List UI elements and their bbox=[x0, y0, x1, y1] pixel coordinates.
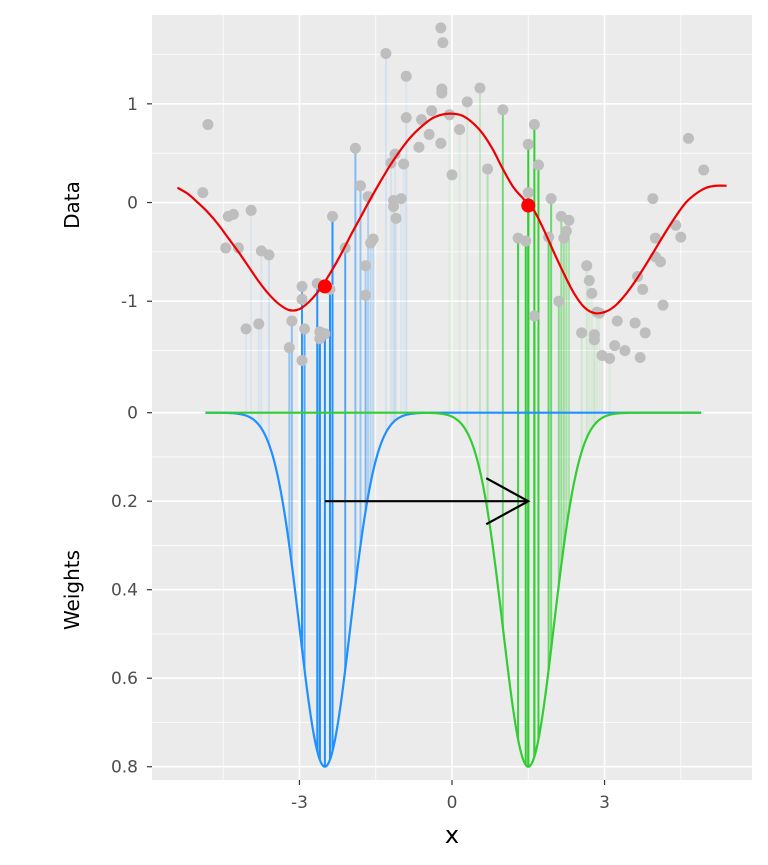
highlight-point bbox=[317, 279, 332, 294]
y-tick-label-bottom: 0.2 bbox=[111, 492, 138, 512]
data-point bbox=[283, 342, 295, 354]
data-point bbox=[654, 256, 666, 268]
y-axis-title-bottom: Weights bbox=[60, 550, 84, 630]
data-point bbox=[647, 193, 659, 205]
data-point bbox=[220, 242, 232, 254]
data-point bbox=[413, 141, 425, 153]
data-point bbox=[583, 275, 595, 287]
data-point bbox=[435, 22, 447, 34]
data-point bbox=[545, 193, 557, 205]
data-point bbox=[286, 315, 298, 327]
data-point bbox=[528, 119, 540, 131]
curves bbox=[176, 112, 727, 768]
data-point bbox=[400, 70, 412, 82]
data-point bbox=[649, 232, 661, 244]
data-point bbox=[474, 82, 486, 94]
data-points bbox=[197, 22, 710, 366]
data-point bbox=[367, 233, 379, 245]
data-point bbox=[619, 345, 631, 357]
data-point bbox=[398, 158, 410, 170]
data-point bbox=[609, 340, 621, 352]
data-point bbox=[553, 295, 565, 307]
data-point bbox=[296, 354, 308, 366]
y-tick-label-top: -1 bbox=[121, 292, 138, 312]
data-point bbox=[522, 138, 534, 150]
data-point bbox=[240, 323, 252, 335]
data-point bbox=[327, 210, 339, 222]
data-point bbox=[629, 317, 641, 329]
data-point bbox=[454, 123, 466, 135]
data-point bbox=[637, 283, 649, 295]
data-point bbox=[349, 142, 361, 154]
data-point bbox=[232, 242, 244, 254]
data-point bbox=[576, 327, 588, 339]
data-point bbox=[446, 169, 458, 181]
y-tick-label-bottom: 0.4 bbox=[111, 581, 138, 601]
data-point bbox=[202, 119, 214, 131]
x-tick-label: 0 bbox=[447, 793, 458, 813]
data-point bbox=[657, 299, 669, 311]
data-point bbox=[634, 351, 646, 363]
data-point bbox=[586, 287, 598, 299]
data-point bbox=[299, 323, 311, 335]
data-point bbox=[390, 212, 402, 224]
data-point bbox=[415, 114, 427, 126]
data-point bbox=[461, 96, 473, 108]
data-point bbox=[253, 318, 265, 330]
data-point bbox=[395, 193, 407, 205]
data-point bbox=[682, 132, 694, 144]
data-point bbox=[563, 214, 575, 226]
annotations bbox=[317, 198, 536, 526]
data-point bbox=[296, 280, 308, 292]
highlight-point bbox=[521, 198, 536, 213]
y-tick-label-bottom: 0.8 bbox=[111, 758, 138, 778]
data-point bbox=[581, 260, 593, 272]
data-point bbox=[360, 260, 372, 272]
data-point bbox=[245, 204, 257, 216]
data-point bbox=[522, 187, 534, 199]
data-point bbox=[227, 208, 239, 220]
arrow-head bbox=[485, 477, 531, 526]
data-point bbox=[639, 327, 651, 339]
data-point bbox=[560, 225, 572, 237]
data-point bbox=[532, 159, 544, 171]
y-axis-title-top: Data bbox=[60, 181, 84, 229]
data-point bbox=[423, 128, 435, 140]
data-point bbox=[263, 249, 275, 261]
data-point bbox=[389, 148, 401, 160]
data-point bbox=[436, 83, 448, 95]
y-tick-label-bottom: 0 bbox=[127, 404, 138, 424]
weight-lines bbox=[245, 53, 611, 767]
data-point bbox=[675, 231, 687, 243]
data-point bbox=[497, 104, 509, 116]
data-point bbox=[437, 37, 449, 49]
data-point bbox=[400, 112, 412, 124]
y-tick-label-top: 0 bbox=[127, 194, 138, 214]
axes: 1 0 -1 0 0.2 0.4 0.6 0.8 -3 0 3 bbox=[111, 95, 610, 813]
x-axis-title: x bbox=[445, 821, 459, 849]
data-point bbox=[520, 235, 532, 247]
data-point bbox=[354, 180, 366, 192]
data-point bbox=[360, 289, 372, 301]
weight-curve-2 bbox=[205, 411, 702, 768]
data-point bbox=[604, 352, 616, 364]
data-point bbox=[296, 293, 308, 305]
data-point bbox=[611, 315, 623, 327]
data-point bbox=[426, 105, 438, 117]
data-point bbox=[435, 137, 447, 149]
data-point bbox=[588, 334, 600, 346]
x-tick-label: 3 bbox=[599, 793, 610, 813]
x-tick-label: -3 bbox=[291, 793, 308, 813]
y-tick-label-top: 1 bbox=[127, 95, 138, 115]
y-tick-label-bottom: 0.6 bbox=[111, 669, 138, 689]
data-point bbox=[482, 163, 494, 175]
data-point bbox=[319, 328, 331, 340]
data-point bbox=[380, 47, 392, 59]
fitted-curve bbox=[176, 112, 727, 315]
data-point bbox=[698, 164, 710, 176]
data-point bbox=[197, 187, 209, 199]
data-point bbox=[528, 310, 540, 322]
